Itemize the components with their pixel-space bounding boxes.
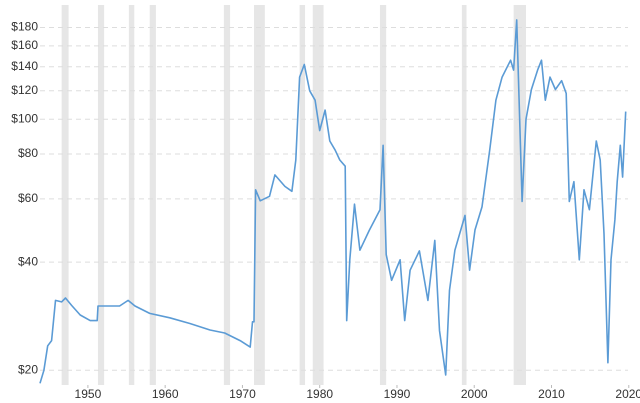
x-tick-label: 2000 xyxy=(461,387,488,401)
y-tick-label: $140 xyxy=(11,59,38,73)
y-tick-label: $120 xyxy=(11,83,38,97)
y-tick-label: $80 xyxy=(18,146,38,160)
x-tick-label: 1980 xyxy=(306,387,333,401)
x-tick-label: 2010 xyxy=(538,387,565,401)
y-tick-label: $20 xyxy=(18,362,38,376)
shaded-band xyxy=(254,5,265,385)
x-tick-label: 1960 xyxy=(152,387,179,401)
y-tick-label: $60 xyxy=(18,191,38,205)
shaded-band xyxy=(513,5,527,385)
x-tick-label: 1950 xyxy=(75,387,102,401)
x-tick-label: 1990 xyxy=(384,387,411,401)
shaded-band xyxy=(223,5,231,385)
y-tick-label: $40 xyxy=(18,254,38,268)
shaded-band xyxy=(379,5,387,385)
shaded-band xyxy=(128,5,135,385)
shaded-band xyxy=(61,5,69,385)
x-tick-label: 2020 xyxy=(615,387,640,401)
shaded-band xyxy=(312,5,324,385)
shaded-band xyxy=(461,5,467,385)
price-line xyxy=(39,19,627,384)
shaded-band xyxy=(299,5,306,385)
y-tick-label: $100 xyxy=(11,111,38,125)
shaded-band xyxy=(149,5,156,385)
y-tick-label: $180 xyxy=(11,20,38,34)
x-tick-label: 1970 xyxy=(229,387,256,401)
y-tick-label: $160 xyxy=(11,38,38,52)
shaded-band xyxy=(97,5,105,385)
